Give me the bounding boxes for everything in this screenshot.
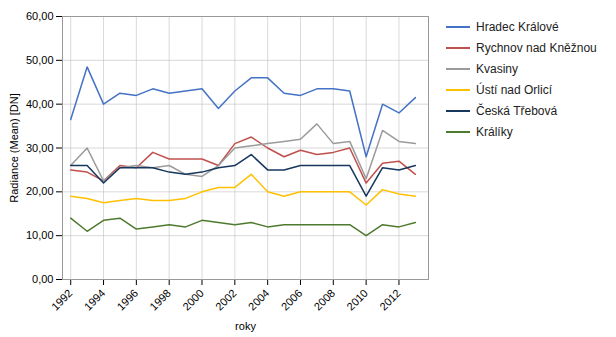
svg-text:Radiance (Mean) [DN]: Radiance (Mean) [DN] (8, 93, 20, 202)
svg-text:2000: 2000 (180, 287, 206, 313)
svg-text:1996: 1996 (114, 287, 140, 313)
svg-text:2008: 2008 (311, 287, 337, 313)
html-text:Kvasiny: Kvasiny (476, 62, 518, 76)
svg-text:2006: 2006 (279, 287, 305, 313)
svg-text:0,00: 0,00 (32, 273, 53, 285)
svg-text:60,00: 60,00 (26, 10, 54, 22)
svg-text:2004: 2004 (246, 287, 272, 313)
svg-text:1998: 1998 (147, 287, 173, 313)
svg-text:roky: roky (235, 320, 256, 332)
svg-text:20,00: 20,00 (26, 185, 54, 197)
svg-text:2010: 2010 (344, 287, 370, 313)
svg-text:2002: 2002 (213, 287, 239, 313)
svg-text:10,00: 10,00 (26, 229, 54, 241)
html-text:Česká Třebová: Česká Třebová (476, 104, 558, 118)
svg-text:30,00: 30,00 (26, 142, 54, 154)
html-text:Králíky: Králíky (476, 125, 513, 139)
svg-text:1994: 1994 (82, 287, 108, 313)
svg-text:1992: 1992 (49, 287, 75, 313)
svg-text:50,00: 50,00 (26, 54, 54, 66)
html-text:Ústí nad Orlicí: Ústí nad Orlicí (476, 83, 552, 97)
svg-text:40,00: 40,00 (26, 98, 54, 110)
svg-text:2012: 2012 (377, 287, 403, 313)
html-text:Hradec Králové: Hradec Králové (476, 20, 559, 34)
html-text:Rychnov nad Kněžnou: Rychnov nad Kněžnou (476, 41, 597, 55)
